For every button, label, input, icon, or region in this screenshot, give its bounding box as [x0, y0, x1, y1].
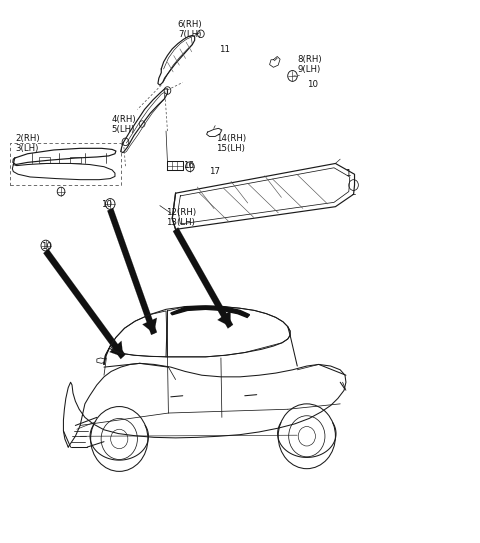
Polygon shape [108, 208, 157, 335]
Text: 11: 11 [218, 45, 229, 54]
Text: 6(RH)
7(LH): 6(RH) 7(LH) [178, 20, 202, 39]
Polygon shape [109, 341, 123, 357]
Text: 10: 10 [101, 200, 112, 209]
Text: 10: 10 [41, 242, 52, 251]
Polygon shape [173, 228, 233, 329]
Text: 17: 17 [209, 167, 220, 176]
Text: 2(RH)
3(LH): 2(RH) 3(LH) [16, 134, 40, 153]
Polygon shape [43, 249, 125, 359]
Text: 10: 10 [307, 80, 318, 89]
Text: 1: 1 [345, 169, 350, 178]
Text: 4(RH)
5(LH): 4(RH) 5(LH) [111, 115, 136, 134]
Text: 14(RH)
15(LH): 14(RH) 15(LH) [216, 134, 246, 153]
Polygon shape [171, 306, 250, 318]
Polygon shape [217, 311, 230, 326]
Text: 8(RH)
9(LH): 8(RH) 9(LH) [297, 55, 322, 74]
Polygon shape [143, 318, 157, 333]
Text: 16: 16 [183, 161, 194, 170]
Text: 12(RH)
13(LH): 12(RH) 13(LH) [166, 208, 196, 227]
